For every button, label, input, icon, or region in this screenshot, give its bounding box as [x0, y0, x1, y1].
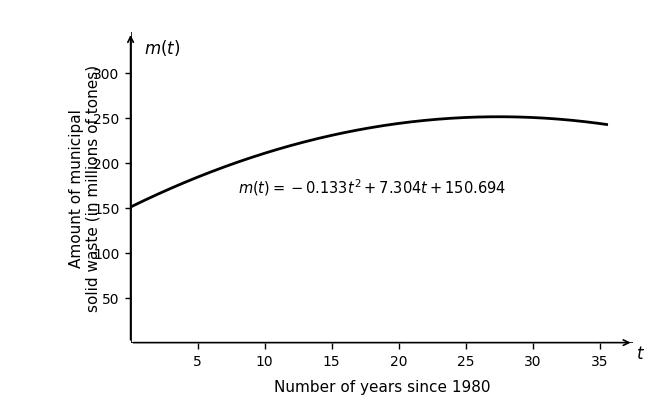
Y-axis label: Amount of municipal
solid waste (in millions of tones): Amount of municipal solid waste (in mill…	[69, 65, 101, 311]
X-axis label: Number of years since 1980: Number of years since 1980	[274, 379, 490, 394]
Text: $m(t)$: $m(t)$	[144, 38, 180, 57]
Text: $m(t)=-0.133t^2+7.304t+150.694$: $m(t)=-0.133t^2+7.304t+150.694$	[238, 177, 506, 198]
Text: $t$: $t$	[636, 346, 645, 363]
